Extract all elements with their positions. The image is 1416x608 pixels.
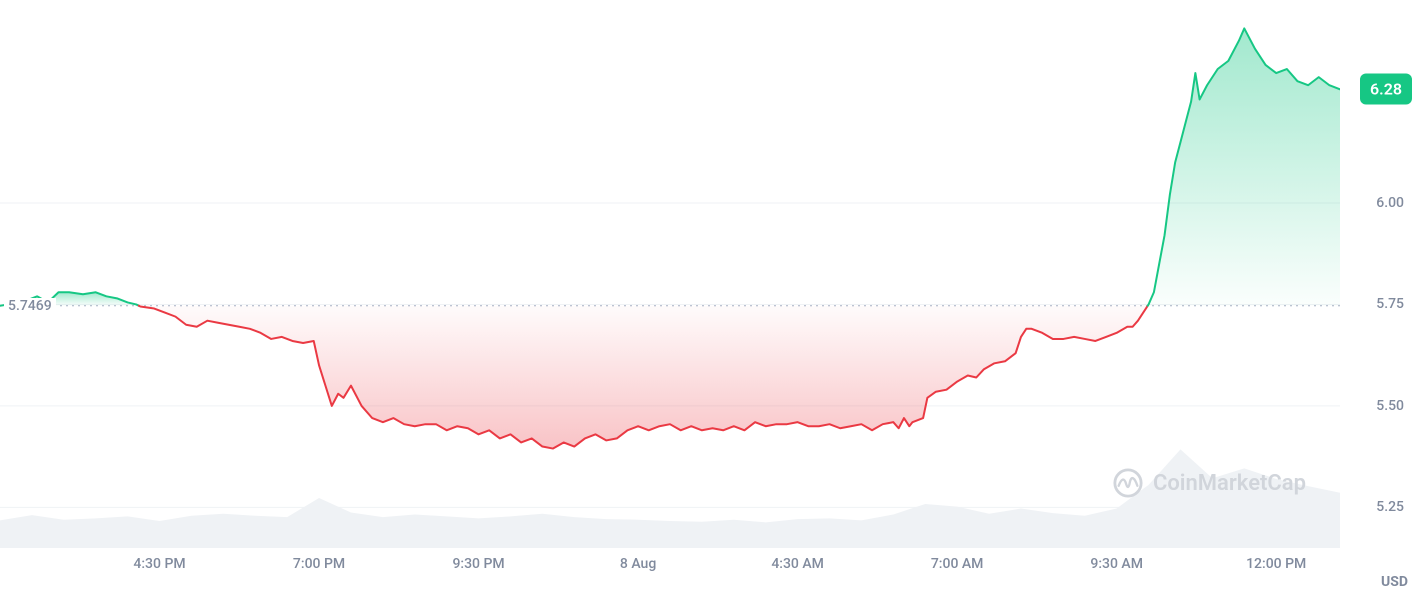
x-axis-tick-label: 4:30 PM (133, 556, 185, 572)
x-axis-tick-label: 7:00 AM (931, 556, 984, 572)
y-axis-tick-label: 5.50 (1376, 398, 1416, 414)
x-axis-tick-label: 7:00 PM (293, 556, 345, 572)
y-axis-tick-label: 5.75 (1376, 296, 1416, 312)
chart-svg (0, 0, 1340, 548)
x-axis-tick-label: 4:30 AM (771, 556, 824, 572)
x-axis-tick-label: 12:00 PM (1246, 556, 1306, 572)
y-axis-tick-label: 5.25 (1376, 499, 1416, 515)
price-chart[interactable]: 5.7469 6.28 CoinMarketCap USD 5.255.505.… (0, 0, 1416, 608)
x-axis-tick-label: 9:30 AM (1090, 556, 1143, 572)
baseline-value-label: 5.7469 (4, 298, 56, 314)
plot-area[interactable] (0, 0, 1340, 548)
x-axis-tick-label: 8 Aug (620, 556, 656, 572)
currency-label: USD (1381, 574, 1408, 590)
y-axis-tick-label: 6.00 (1376, 195, 1416, 211)
x-axis-tick-label: 9:30 PM (452, 556, 504, 572)
current-price-badge: 6.28 (1360, 74, 1412, 105)
